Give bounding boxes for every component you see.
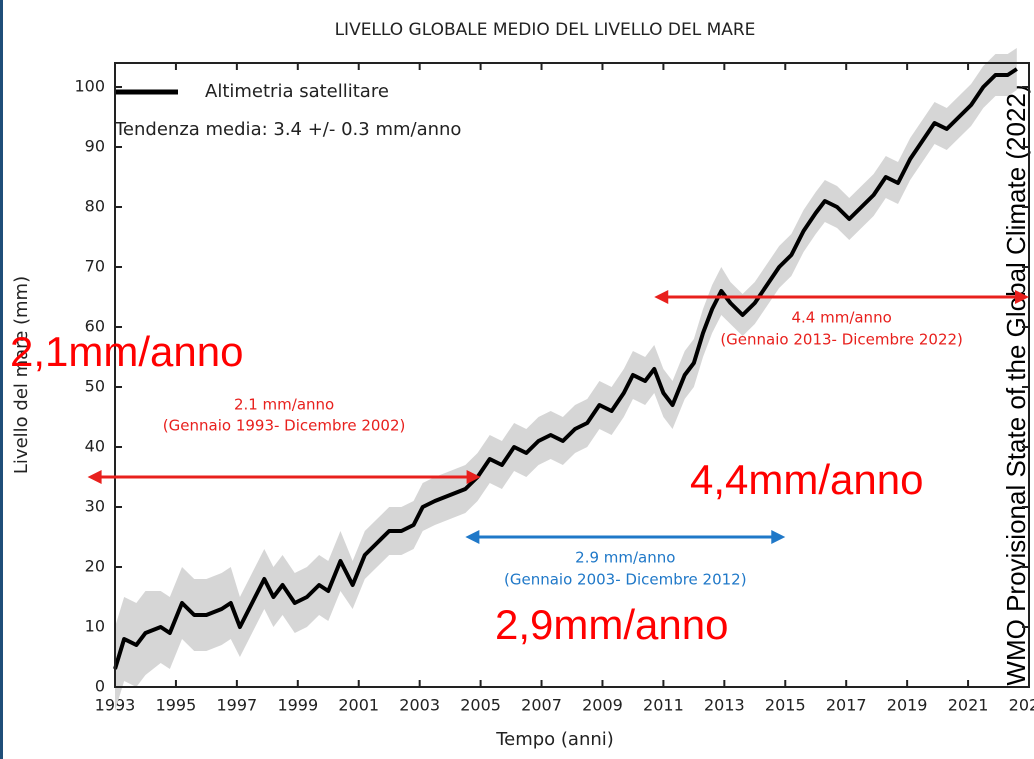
plot-frame (114, 62, 1030, 688)
period-range: (Gennaio 2013- Dicembre 2022) (720, 331, 963, 349)
arrow-head (771, 530, 786, 544)
y-tick-label: 30 (85, 497, 105, 516)
y-tick-label: 40 (85, 437, 105, 456)
credit: WMO Provisional State of the Global Clim… (1001, 84, 1031, 685)
big-rate-label: 2,9mm/anno (495, 601, 728, 648)
x-tick-label: 2003 (399, 696, 440, 715)
x-tick-label: 1999 (277, 696, 318, 715)
period-range: (Gennaio 2003- Dicembre 2012) (504, 571, 747, 589)
arrow-head (466, 470, 481, 484)
period-rate: 2.9 mm/anno (575, 549, 675, 567)
x-tick-label: 2001 (338, 696, 379, 715)
x-tick-label: 2021 (948, 696, 989, 715)
sea-level-line (113, 67, 1018, 670)
frame-edge (0, 0, 3, 759)
legend-note: Tendenza media: 3.4 +/- 0.3 mm/anno (114, 119, 461, 140)
legend-label: Altimetria satellitare (205, 81, 389, 102)
arrow-head (465, 530, 480, 544)
y-tick-label: 10 (85, 617, 105, 636)
x-tick-label: 1995 (156, 696, 197, 715)
x-tick-label: 2007 (521, 696, 562, 715)
big-rate-label: 2,1mm/anno (10, 328, 243, 375)
y-tick-label: 100 (74, 77, 105, 96)
x-tick-label: 2009 (582, 696, 623, 715)
y-tick-label: 70 (85, 257, 105, 276)
x-axis-label: Tempo (anni) (495, 729, 614, 750)
y-tick-label: 50 (85, 377, 105, 396)
y-tick-label: 80 (85, 197, 105, 216)
x-tick-label: 2019 (887, 696, 928, 715)
x-tick-label: 1997 (217, 696, 258, 715)
y-axis-label: Livello del mare (mm) (11, 276, 32, 474)
x-tick-label: 2015 (765, 696, 806, 715)
x-tick-label: 2023 (1009, 696, 1034, 715)
y-tick-label: 90 (85, 137, 105, 156)
period-rate: 4.4 mm/anno (791, 309, 891, 327)
x-tick-label: 2017 (826, 696, 867, 715)
period-rate: 2.1 mm/anno (234, 396, 334, 414)
big-rate-label: 4,4mm/anno (690, 456, 923, 503)
y-tick-label: 60 (85, 317, 105, 336)
x-tick-label: 2013 (704, 696, 745, 715)
uncertainty-band (115, 48, 1017, 711)
arrow-head (87, 470, 102, 484)
period-range: (Gennaio 1993- Dicembre 2002) (163, 417, 406, 435)
chart-title: LIVELLO GLOBALE MEDIO DEL LIVELLO DEL MA… (335, 20, 756, 40)
y-tick-label: 0 (95, 677, 105, 696)
arrow-head (654, 290, 669, 304)
x-tick-label: 2011 (643, 696, 684, 715)
x-tick-label: 2005 (460, 696, 501, 715)
arrow-head (1015, 290, 1029, 304)
y-tick-label: 20 (85, 557, 105, 576)
